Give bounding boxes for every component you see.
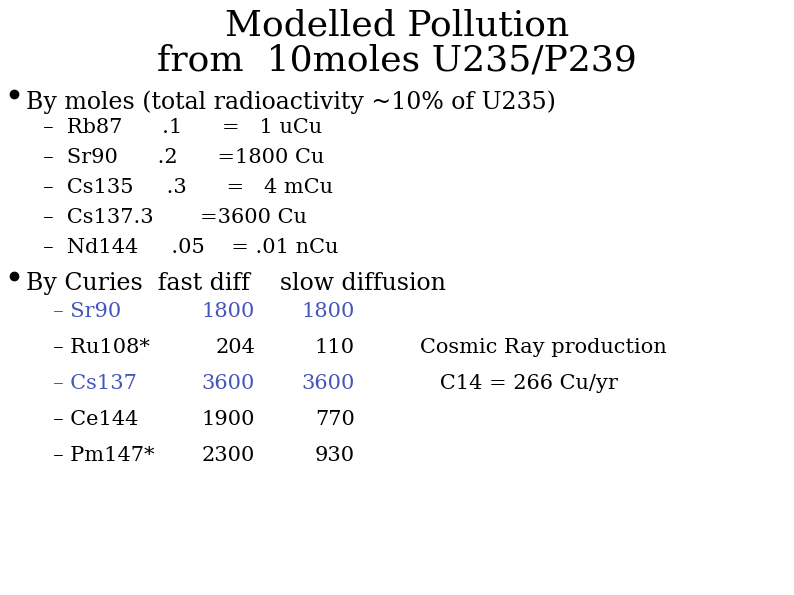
- Text: – Sr90: – Sr90: [40, 302, 121, 321]
- Text: By Curies  fast diff    slow diffusion: By Curies fast diff slow diffusion: [26, 272, 446, 295]
- Text: –  Nd144     .05    = .01 nCu: – Nd144 .05 = .01 nCu: [30, 238, 338, 257]
- Text: – Cs137: – Cs137: [40, 374, 137, 393]
- Text: By moles (total radioactivity ~10% of U235): By moles (total radioactivity ~10% of U2…: [26, 90, 556, 114]
- Text: – Pm147*: – Pm147*: [40, 446, 155, 465]
- Text: 770: 770: [315, 410, 355, 429]
- Text: –  Rb87      .1      =   1 uCu: – Rb87 .1 = 1 uCu: [30, 118, 322, 137]
- Text: 2300: 2300: [202, 446, 255, 465]
- Text: 930: 930: [315, 446, 355, 465]
- Text: – Ru108*: – Ru108*: [40, 338, 150, 357]
- Text: Cosmic Ray production: Cosmic Ray production: [420, 338, 667, 357]
- Text: – Ce144: – Ce144: [40, 410, 138, 429]
- Text: –  Cs137.3       =3600 Cu: – Cs137.3 =3600 Cu: [30, 208, 306, 227]
- Text: from  10moles U235/P239: from 10moles U235/P239: [157, 44, 637, 78]
- Text: 110: 110: [315, 338, 355, 357]
- Text: Modelled Pollution: Modelled Pollution: [225, 8, 569, 42]
- Text: C14 = 266 Cu/yr: C14 = 266 Cu/yr: [420, 374, 618, 393]
- Text: 3600: 3600: [302, 374, 355, 393]
- Text: 1800: 1800: [202, 302, 255, 321]
- Text: 1800: 1800: [302, 302, 355, 321]
- Text: –  Cs135     .3      =   4 mCu: – Cs135 .3 = 4 mCu: [30, 178, 333, 197]
- Text: 204: 204: [215, 338, 255, 357]
- Text: –  Sr90      .2      =1800 Cu: – Sr90 .2 =1800 Cu: [30, 148, 324, 167]
- Text: 3600: 3600: [202, 374, 255, 393]
- Text: 1900: 1900: [202, 410, 255, 429]
